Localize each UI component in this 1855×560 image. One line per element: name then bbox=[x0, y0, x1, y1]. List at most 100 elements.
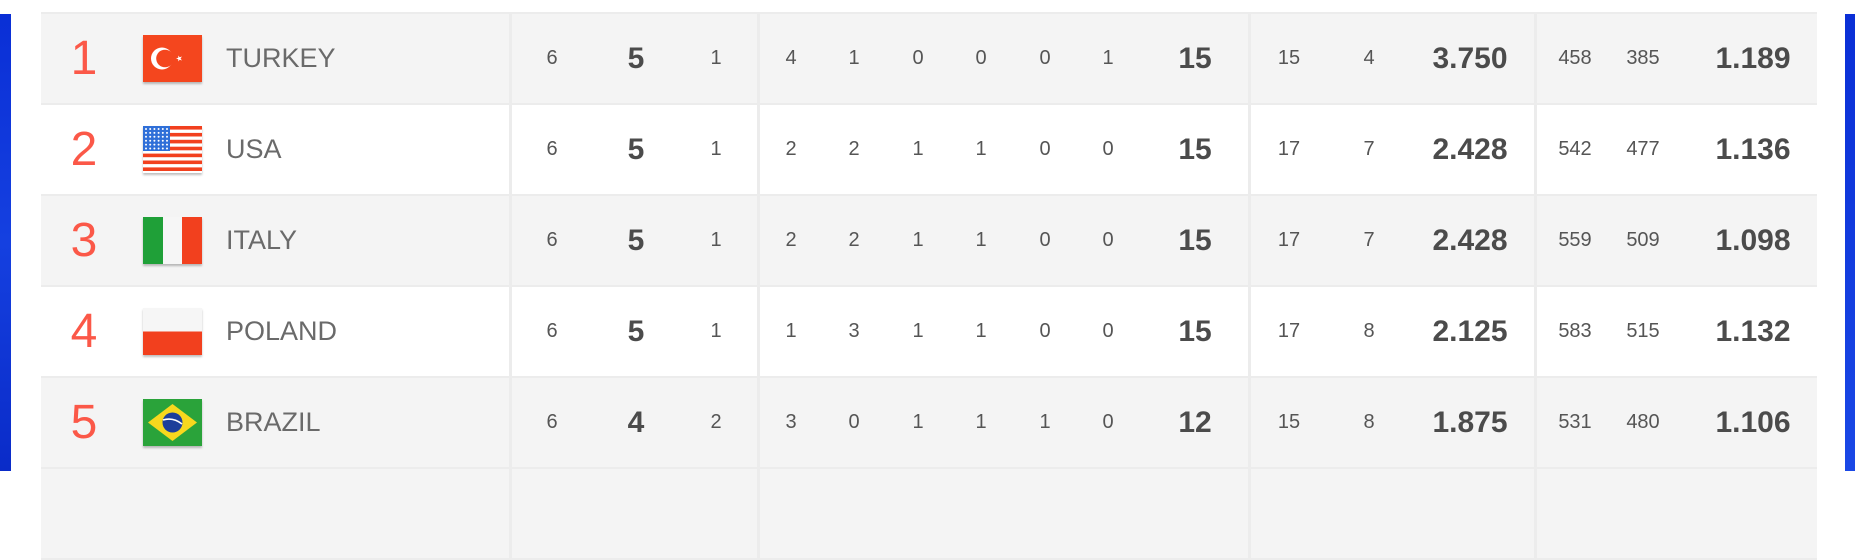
won: 4 bbox=[627, 405, 645, 439]
team-name[interactable]: BRAZIL bbox=[226, 407, 321, 437]
lost: 1 bbox=[710, 229, 722, 251]
rank: 3 bbox=[70, 214, 98, 267]
lost: 1 bbox=[710, 320, 722, 342]
brazil-flag-icon bbox=[143, 399, 202, 446]
c1: 2 bbox=[785, 138, 797, 160]
points: 15 bbox=[1178, 132, 1212, 166]
turkey-flag-icon bbox=[143, 35, 202, 82]
points-lost: 385 bbox=[1626, 47, 1660, 69]
c2: 0 bbox=[848, 411, 860, 433]
lost: 1 bbox=[710, 47, 722, 69]
sets-lost: 4 bbox=[1363, 47, 1375, 69]
c6: 1 bbox=[1102, 47, 1114, 69]
sets-lost: 7 bbox=[1363, 229, 1375, 251]
c1: 2 bbox=[785, 229, 797, 251]
set-ratio: 2.428 bbox=[1432, 223, 1508, 257]
column-divider bbox=[757, 287, 760, 378]
table-row[interactable]: 1 TURKEY 6 5 1 4 1 0 0 0 1 15 15 4 3.750 458 385 1.189 bbox=[41, 14, 1817, 105]
points: 15 bbox=[1178, 223, 1212, 257]
column-divider bbox=[1534, 378, 1537, 469]
usa-flag-icon bbox=[143, 126, 202, 173]
table-row bbox=[41, 469, 1817, 560]
column-divider bbox=[1248, 196, 1251, 287]
c5: 0 bbox=[1039, 229, 1051, 251]
column-divider bbox=[1534, 14, 1537, 105]
points: 15 bbox=[1178, 314, 1212, 348]
background-left bbox=[0, 14, 11, 471]
rank: 4 bbox=[70, 305, 98, 358]
c1: 4 bbox=[785, 47, 797, 69]
column-divider bbox=[1248, 469, 1251, 560]
c3: 1 bbox=[912, 138, 924, 160]
c6: 0 bbox=[1102, 138, 1114, 160]
rank: 1 bbox=[70, 32, 98, 85]
points: 15 bbox=[1178, 41, 1212, 75]
won: 5 bbox=[627, 41, 645, 75]
table-row[interactable]: 3 ITALY 6 5 1 2 2 1 1 0 0 15 17 7 2.428 559 509 1.098 bbox=[41, 196, 1817, 287]
c5: 0 bbox=[1039, 138, 1051, 160]
points-lost: 515 bbox=[1626, 320, 1660, 342]
table-row[interactable]: 2 USA 6 5 1 2 2 1 1 0 0 15 17 7 2.428 542 477 1.136 bbox=[41, 105, 1817, 196]
played: 6 bbox=[546, 229, 558, 251]
sets-won: 17 bbox=[1277, 229, 1301, 251]
sets-won: 15 bbox=[1277, 47, 1301, 69]
sets-lost: 8 bbox=[1363, 320, 1375, 342]
point-ratio: 1.132 bbox=[1715, 314, 1791, 348]
c4: 1 bbox=[975, 229, 987, 251]
played: 6 bbox=[546, 47, 558, 69]
point-ratio: 1.098 bbox=[1715, 223, 1791, 257]
column-divider bbox=[1248, 14, 1251, 105]
c6: 0 bbox=[1102, 411, 1114, 433]
set-ratio: 1.875 bbox=[1432, 405, 1508, 439]
c2: 1 bbox=[848, 47, 860, 69]
won: 5 bbox=[627, 314, 645, 348]
rank: 2 bbox=[70, 123, 98, 176]
table-row[interactable]: 5 BRAZIL 6 4 2 3 0 1 1 1 0 12 15 8 1.875 531 480 1.106 bbox=[41, 378, 1817, 469]
points: 12 bbox=[1178, 405, 1212, 439]
c6: 0 bbox=[1102, 320, 1114, 342]
c4: 1 bbox=[975, 320, 987, 342]
team-name[interactable]: TURKEY bbox=[226, 43, 336, 73]
c3: 1 bbox=[912, 411, 924, 433]
c2: 2 bbox=[848, 229, 860, 251]
column-divider bbox=[509, 287, 512, 378]
column-divider bbox=[509, 14, 512, 105]
c1: 3 bbox=[785, 411, 797, 433]
column-divider bbox=[1534, 196, 1537, 287]
lost: 1 bbox=[710, 138, 722, 160]
points-lost: 480 bbox=[1626, 411, 1660, 433]
column-divider bbox=[1248, 378, 1251, 469]
c6: 0 bbox=[1102, 229, 1114, 251]
lost: 2 bbox=[710, 411, 722, 433]
points-won: 542 bbox=[1558, 138, 1592, 160]
team-name[interactable]: USA bbox=[226, 134, 282, 164]
points-won: 458 bbox=[1558, 47, 1592, 69]
points-won: 531 bbox=[1558, 411, 1592, 433]
background-right bbox=[1845, 14, 1855, 471]
played: 6 bbox=[546, 320, 558, 342]
column-divider bbox=[757, 14, 760, 105]
column-divider bbox=[1534, 105, 1537, 196]
c1: 1 bbox=[785, 320, 797, 342]
c5: 1 bbox=[1039, 411, 1051, 433]
played: 6 bbox=[546, 138, 558, 160]
column-divider bbox=[1248, 105, 1251, 196]
column-divider bbox=[509, 196, 512, 287]
column-divider bbox=[1248, 287, 1251, 378]
team-name[interactable]: ITALY bbox=[226, 225, 298, 255]
set-ratio: 2.125 bbox=[1432, 314, 1508, 348]
c4: 0 bbox=[975, 47, 987, 69]
c4: 1 bbox=[975, 138, 987, 160]
table-row[interactable]: 4 POLAND 6 5 1 1 3 1 1 0 0 15 17 8 2.125 583 515 1.132 bbox=[41, 287, 1817, 378]
points-lost: 477 bbox=[1626, 138, 1660, 160]
column-divider bbox=[509, 105, 512, 196]
point-ratio: 1.189 bbox=[1715, 41, 1791, 75]
column-divider bbox=[1534, 469, 1537, 560]
played: 6 bbox=[546, 411, 558, 433]
set-ratio: 2.428 bbox=[1432, 132, 1508, 166]
column-divider bbox=[509, 378, 512, 469]
set-ratio: 3.750 bbox=[1432, 41, 1508, 75]
team-name[interactable]: POLAND bbox=[226, 316, 338, 346]
point-ratio: 1.106 bbox=[1715, 405, 1791, 439]
sets-won: 15 bbox=[1277, 411, 1301, 433]
